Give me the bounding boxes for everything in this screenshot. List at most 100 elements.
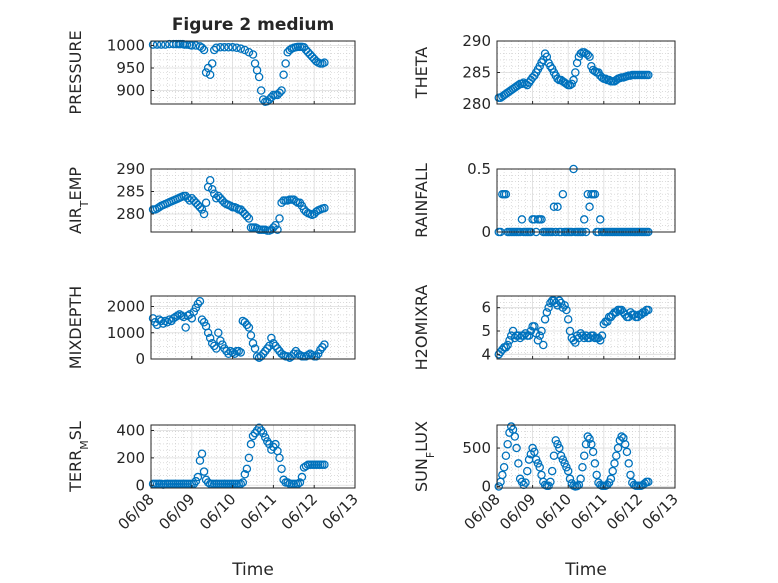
data-point: [267, 333, 276, 343]
data-point: [158, 319, 168, 328]
y-tick-label: 900: [116, 82, 145, 100]
data-point: [275, 88, 284, 98]
data-point: [585, 434, 594, 444]
data-point: [519, 480, 528, 490]
axes-box: [150, 424, 356, 489]
data-point: [503, 439, 512, 449]
data-point: [563, 466, 573, 476]
y-axis-label: SUNFLUX: [412, 421, 437, 492]
data-point: [289, 349, 299, 358]
data-point: [572, 481, 582, 491]
data-point: [203, 478, 213, 487]
x-axis-label: Time: [231, 560, 274, 580]
data-point: [494, 482, 504, 491]
data-point: [209, 341, 219, 351]
data-point: [595, 336, 605, 345]
data-point: [553, 439, 562, 449]
data-point: [597, 73, 607, 82]
y-axis-label: AIRTEMP: [66, 167, 91, 234]
axes-box: [496, 295, 676, 360]
data-point: [560, 459, 569, 468]
x-axis-label: Time: [564, 560, 607, 580]
data-point: [242, 464, 252, 474]
data-point: [523, 466, 532, 476]
data-point: [547, 466, 557, 476]
data-point: [553, 74, 562, 84]
data-point: [279, 70, 288, 80]
data-point: [258, 95, 268, 104]
data-point: [248, 338, 258, 348]
data-point: [556, 451, 566, 460]
data-point: [207, 59, 217, 68]
data-point: [281, 59, 290, 68]
data-point: [590, 66, 600, 76]
x-tick-label: 06/13: [319, 490, 362, 533]
data-point: [644, 477, 653, 487]
x-tick-label: 06/10: [196, 490, 239, 533]
y-tick-label: 5: [481, 322, 491, 340]
data-point: [301, 461, 311, 471]
y-axis-label: MIXDEPTH: [66, 286, 85, 369]
data-point: [242, 320, 252, 330]
data-point: [205, 333, 215, 343]
data-point: [576, 474, 585, 484]
data-point: [242, 211, 252, 221]
data-point: [505, 336, 514, 345]
data-point: [236, 44, 246, 53]
data-point: [590, 459, 600, 468]
data-point: [212, 344, 221, 353]
x-tick-label: 06/08: [115, 490, 158, 533]
data-point: [558, 189, 568, 199]
data-point: [644, 70, 653, 80]
data-point: [612, 451, 621, 460]
data-point: [539, 340, 548, 350]
data-point: [537, 326, 546, 336]
data-point: [216, 43, 225, 52]
data-point: [608, 466, 617, 476]
data-point: [191, 476, 201, 486]
data-point: [197, 205, 207, 214]
y-tick-label: 2000: [107, 298, 145, 316]
data-point: [533, 336, 543, 345]
data-point: [569, 75, 578, 85]
data-point: [199, 209, 209, 219]
data-point: [571, 68, 580, 77]
data-point: [205, 175, 215, 185]
data-point: [597, 331, 607, 340]
data-point: [320, 58, 329, 67]
data-point: [512, 443, 521, 453]
data-point: [297, 472, 307, 482]
data-point: [220, 43, 229, 52]
data-point: [579, 215, 589, 224]
data-point: [530, 447, 539, 457]
axes-box: [150, 168, 356, 233]
y-tick-label: 290: [462, 32, 491, 50]
data-point: [214, 328, 223, 337]
data-series: [148, 175, 329, 235]
data-point: [236, 348, 246, 357]
data-point: [510, 432, 520, 441]
y-axis-label: PRESSURE: [66, 30, 85, 114]
axes-box: [150, 40, 356, 105]
data-point: [199, 467, 209, 476]
y-tick-label: 285: [116, 183, 145, 201]
data-point: [195, 296, 205, 306]
data-point: [234, 346, 243, 356]
data-point: [588, 447, 598, 457]
data-point: [535, 463, 544, 472]
data-point: [644, 305, 653, 315]
x-tick-label: 06/11: [567, 490, 610, 533]
x-tick-label: 06/09: [496, 490, 539, 533]
y-axis-label: RAINFALL: [412, 163, 431, 238]
y-tick-label: 285: [462, 64, 491, 82]
data-point: [258, 349, 268, 358]
y-tick-label: 0: [481, 223, 491, 241]
data-point: [562, 463, 571, 472]
data-point: [212, 43, 221, 53]
subplot-second-right: 0 0.5 RAINFALL: [412, 160, 676, 241]
data-point: [624, 459, 633, 468]
data-point: [240, 317, 250, 327]
data-point: [273, 344, 282, 353]
data-point: [617, 432, 626, 441]
